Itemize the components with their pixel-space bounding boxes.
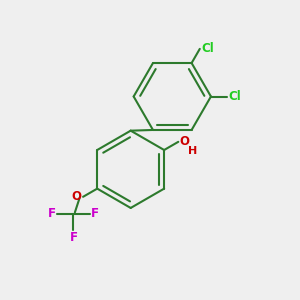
Text: F: F xyxy=(69,231,77,244)
Text: H: H xyxy=(188,146,197,156)
Text: O: O xyxy=(179,135,190,148)
Text: Cl: Cl xyxy=(229,90,242,103)
Text: O: O xyxy=(72,190,82,203)
Text: F: F xyxy=(91,207,99,220)
Text: Cl: Cl xyxy=(201,42,214,56)
Text: F: F xyxy=(48,207,56,220)
